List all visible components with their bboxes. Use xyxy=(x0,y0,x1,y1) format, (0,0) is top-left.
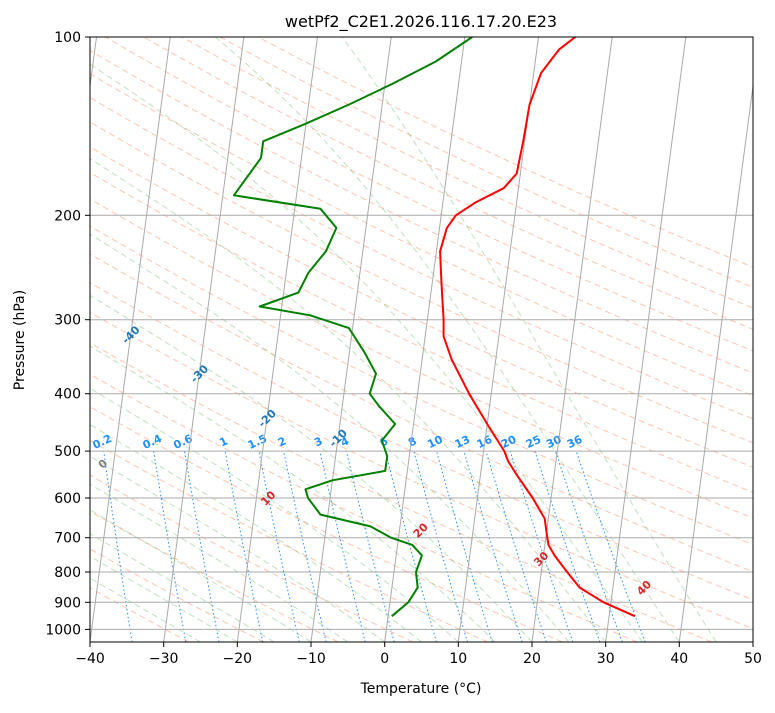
dry-adiabat xyxy=(90,225,753,546)
x-tick-label: −10 xyxy=(296,651,326,667)
dry-adiabat xyxy=(90,548,264,642)
y-tick-label: 300 xyxy=(54,313,81,329)
mixing-ratio-line xyxy=(283,450,327,642)
temperature-profile xyxy=(439,37,636,618)
axes-ticks: −40 −30 −20 −10 0 10 20 30 40 50 1000 900 800 700 600 5… xyxy=(45,30,762,667)
isotherm-gridline xyxy=(605,37,687,642)
y-tick-label: 100 xyxy=(54,30,81,46)
mixing-ratio-line xyxy=(319,450,366,642)
isotherm-gridline xyxy=(678,82,753,642)
dry-adiabat xyxy=(90,342,712,642)
moist-adiabat xyxy=(90,63,643,642)
x-tick-label: 10 xyxy=(449,651,467,667)
moist-adiabat xyxy=(90,158,607,642)
moist-adiabat xyxy=(214,37,680,642)
dry-adiabat xyxy=(90,439,488,642)
mixing-ratio-label: 20 xyxy=(499,433,519,451)
dry-adiabat xyxy=(105,37,753,352)
mixing-ratio-line xyxy=(384,450,437,642)
mixing-ratio-line xyxy=(575,450,646,642)
dry-adiabat xyxy=(90,311,753,630)
y-tick-label: 800 xyxy=(54,565,81,581)
dry-adiabat xyxy=(90,373,638,642)
mixing-ratio-line xyxy=(463,450,523,642)
moist-adiabat xyxy=(90,423,422,642)
dry-adiabat xyxy=(90,198,753,519)
dry-adiabat xyxy=(90,253,753,573)
dry-adiabat xyxy=(90,510,339,642)
isotherm-gridline xyxy=(163,37,245,642)
isotherm-gridline xyxy=(457,37,539,642)
mixing-ratio-line xyxy=(485,450,547,642)
x-tick-label: 30 xyxy=(597,651,615,667)
moist-adiabat xyxy=(341,37,717,642)
isotherm-gridline xyxy=(384,37,466,642)
mixing-ratio-line xyxy=(413,450,468,642)
moist-adiabat xyxy=(90,533,275,642)
mixing-ratio-line xyxy=(534,450,601,642)
y-tick-label: 900 xyxy=(54,595,81,611)
dewpoint-profile xyxy=(232,37,473,617)
x-tick-label: −20 xyxy=(223,651,253,667)
y-tick-label: 500 xyxy=(54,444,81,460)
dry-adiabat xyxy=(219,37,753,288)
mixing-ratio-line xyxy=(258,451,300,642)
mixing-ratio-line xyxy=(509,450,574,642)
x-tick-label: 50 xyxy=(744,651,762,667)
chart-title: wetPf2_C2E1.2026.116.17.20.E23 xyxy=(285,12,557,32)
mixing-ratio-label: 10 xyxy=(425,433,445,451)
y-tick-label: 200 xyxy=(54,208,81,224)
mixing-ratio-label: 36 xyxy=(565,433,585,451)
y-axis-label: Pressure (hPa) xyxy=(12,290,28,390)
dry-adiabat xyxy=(90,282,753,601)
isotherm-gridline xyxy=(531,37,613,642)
x-tick-label: 20 xyxy=(523,651,541,667)
plot-frame xyxy=(89,36,754,643)
mixing-ratio-line xyxy=(224,451,264,642)
x-tick-label: 40 xyxy=(670,651,688,667)
moist-adiabat xyxy=(90,577,201,642)
moist-adiabat xyxy=(90,455,385,642)
mixing-ratio-line xyxy=(554,450,623,642)
y-tick-label: 600 xyxy=(54,491,81,507)
dry-adiabat xyxy=(90,172,753,493)
moist-adiabat xyxy=(90,233,570,642)
moist-adiabat xyxy=(90,294,533,642)
mixing-ratio-label: 13 xyxy=(453,433,472,451)
y-tick-label: 1000 xyxy=(45,622,81,638)
dry-adiabat xyxy=(90,96,753,420)
y-tick-label: 400 xyxy=(54,387,81,403)
isotherm-gridline xyxy=(310,37,392,642)
y-tick-label: 700 xyxy=(54,531,81,547)
isotherm-gridline xyxy=(236,37,318,642)
moist-adiabat xyxy=(90,555,238,642)
x-tick-label: −30 xyxy=(149,651,179,667)
mixing-ratio-label: 25 xyxy=(524,433,543,451)
dry-adiabat xyxy=(90,121,753,444)
x-axis-label: Temperature (°C) xyxy=(360,681,482,697)
x-tick-label: 0 xyxy=(380,651,389,667)
dry-adiabat xyxy=(90,406,563,642)
x-tick-label: −40 xyxy=(75,651,105,667)
isotherm-gridline xyxy=(90,37,171,642)
mixing-ratio-line xyxy=(436,450,493,642)
